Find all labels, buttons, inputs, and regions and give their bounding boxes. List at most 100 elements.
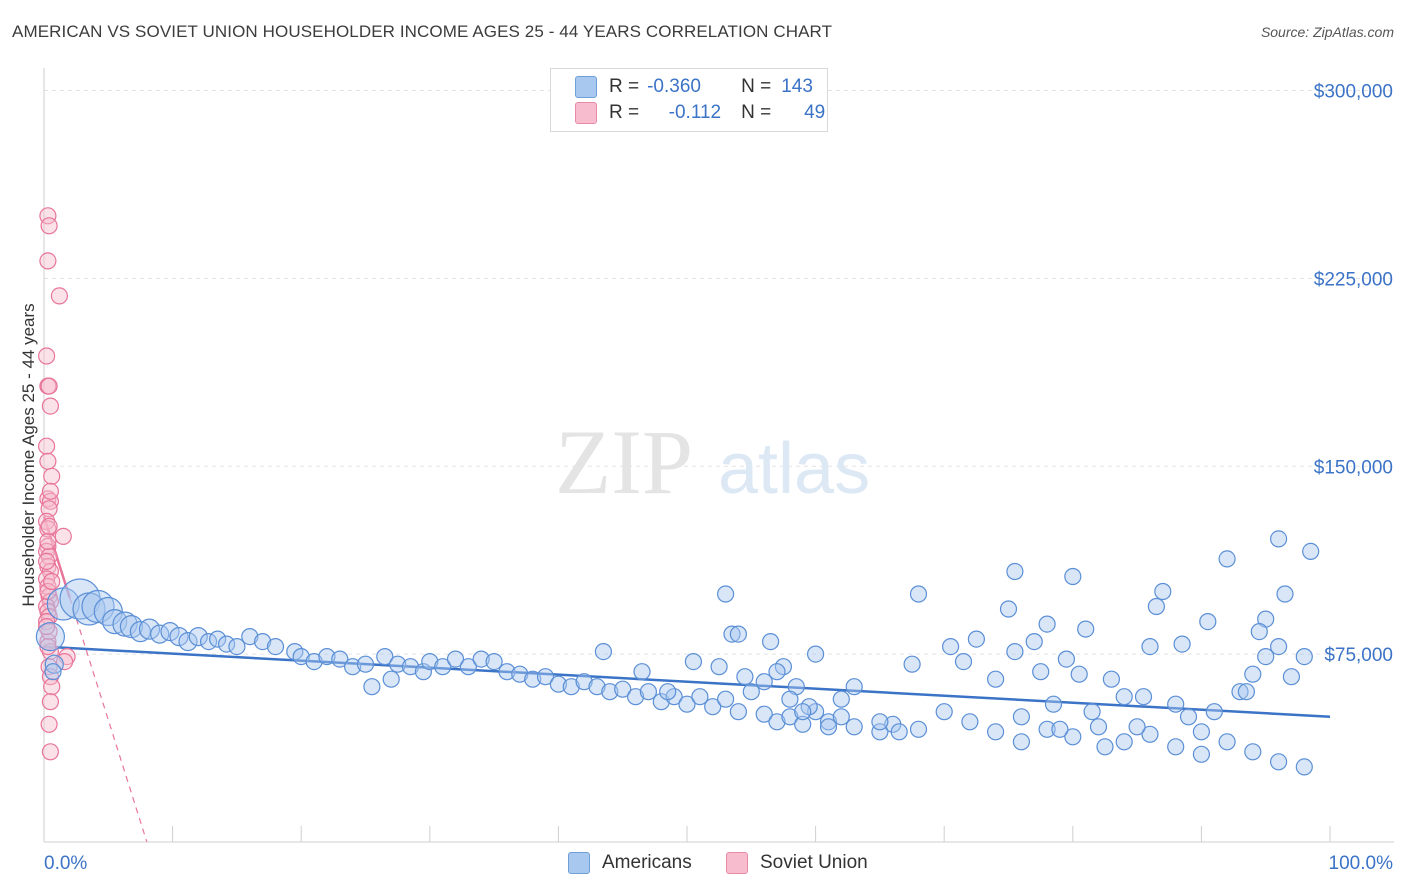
americans-point: [1302, 542, 1320, 561]
americans-point: [871, 713, 889, 731]
soviet-union-point: [43, 678, 61, 696]
legend-n-value: 143: [781, 76, 813, 97]
legend-n-label: N =: [741, 102, 772, 123]
americans-point: [716, 690, 735, 708]
americans-point: [1141, 725, 1159, 743]
legend-r-label: R =: [609, 76, 640, 97]
americans-point: [1231, 683, 1249, 701]
americans-point: [1134, 688, 1153, 706]
source-credit: Source: ZipAtlas.com: [1260, 24, 1394, 40]
americans-point: [761, 632, 780, 651]
soviet-union-point: [39, 252, 57, 270]
americans-point: [459, 658, 477, 676]
series-swatch-soviet-union: [726, 852, 748, 874]
americans-point: [961, 713, 979, 731]
soviet-union-point: [40, 517, 58, 536]
soviet-union-point: [40, 377, 58, 395]
americans-point: [1167, 738, 1185, 756]
series-legend-americans[interactable]: Americans: [568, 852, 692, 874]
americans-point: [1218, 733, 1236, 751]
soviet-union-point: [43, 467, 61, 485]
americans-point: [178, 631, 198, 652]
americans-point: [832, 690, 850, 708]
americans-point: [588, 678, 606, 696]
soviet-union-point: [37, 552, 56, 571]
americans-point: [652, 693, 670, 711]
legend-r-label: R =: [609, 102, 640, 123]
americans-point: [1237, 683, 1256, 701]
americans-point: [44, 663, 62, 681]
soviet-union-point: [39, 452, 57, 470]
americans-point: [742, 683, 760, 701]
americans-point: [1205, 703, 1223, 721]
americans-point: [954, 652, 973, 671]
soviet-union-point: [54, 527, 72, 546]
americans-point: [935, 703, 953, 721]
americans-point: [524, 670, 542, 688]
americans-point: [1250, 622, 1268, 641]
y-tick-label-0: $75,000: [1324, 645, 1393, 666]
americans-point: [614, 680, 632, 698]
americans-point: [1141, 637, 1159, 656]
americans-point: [35, 621, 66, 652]
americans-point: [511, 665, 529, 683]
americans-point: [1244, 743, 1262, 761]
americans-point: [1012, 733, 1031, 751]
americans-point: [684, 652, 703, 671]
americans-point: [562, 678, 580, 696]
americans-point: [1089, 718, 1108, 736]
americans-point: [736, 668, 754, 686]
soviet-union-point: [39, 532, 57, 551]
series-legend: Americans Soviet Union: [0, 852, 1406, 876]
americans-point: [806, 645, 825, 663]
americans-point: [414, 663, 432, 681]
americans-point: [1012, 708, 1031, 726]
watermark-atlas: atlas: [718, 429, 870, 509]
americans-point: [292, 647, 310, 666]
americans-point: [639, 683, 658, 701]
americans-point: [382, 670, 400, 688]
watermark-zip: ZIP: [555, 411, 693, 513]
americans-point: [1128, 718, 1146, 736]
soviet-union-point: [41, 397, 60, 415]
americans-point: [999, 600, 1018, 618]
americans-point: [1006, 562, 1024, 581]
watermark: ZIP atlas: [555, 411, 870, 513]
americans-point: [421, 652, 439, 671]
americans-point: [1038, 615, 1056, 633]
americans-point: [331, 650, 349, 668]
series-label-americans: Americans: [602, 852, 692, 873]
americans-point: [1115, 733, 1133, 751]
series-label-soviet-union: Soviet Union: [760, 852, 868, 873]
americans-point: [723, 625, 741, 643]
americans-point: [575, 673, 593, 691]
americans-point: [549, 675, 568, 693]
soviet-union-point: [40, 500, 58, 518]
americans-point: [768, 663, 786, 681]
y-tick-label-3: $300,000: [1314, 82, 1393, 103]
americans-point: [498, 663, 516, 681]
americans-point: [1064, 567, 1082, 586]
soviet-union-point: [41, 482, 60, 500]
legend-swatch-americans: [575, 76, 597, 98]
correlation-legend: R = -0.360 N = 143 R = -0.112 N = 49: [550, 68, 828, 132]
americans-points: [35, 530, 1320, 776]
y-tick-label-2: $225,000: [1314, 269, 1393, 290]
americans-point: [363, 678, 381, 696]
americans-point: [986, 670, 1005, 688]
americans-point: [266, 637, 285, 656]
americans-point: [485, 652, 503, 671]
americans-point: [1257, 647, 1275, 666]
series-legend-soviet-union[interactable]: Soviet Union: [726, 852, 868, 874]
americans-point: [389, 655, 407, 673]
americans-point: [704, 698, 722, 716]
americans-point: [318, 647, 336, 666]
soviet-union-trend-extension: [69, 597, 148, 843]
americans-point: [209, 630, 227, 648]
americans-point: [1083, 703, 1101, 721]
americans-point: [472, 650, 490, 668]
y-tick-label-1: $150,000: [1314, 457, 1393, 478]
americans-point: [890, 723, 908, 741]
americans-point: [716, 585, 735, 603]
